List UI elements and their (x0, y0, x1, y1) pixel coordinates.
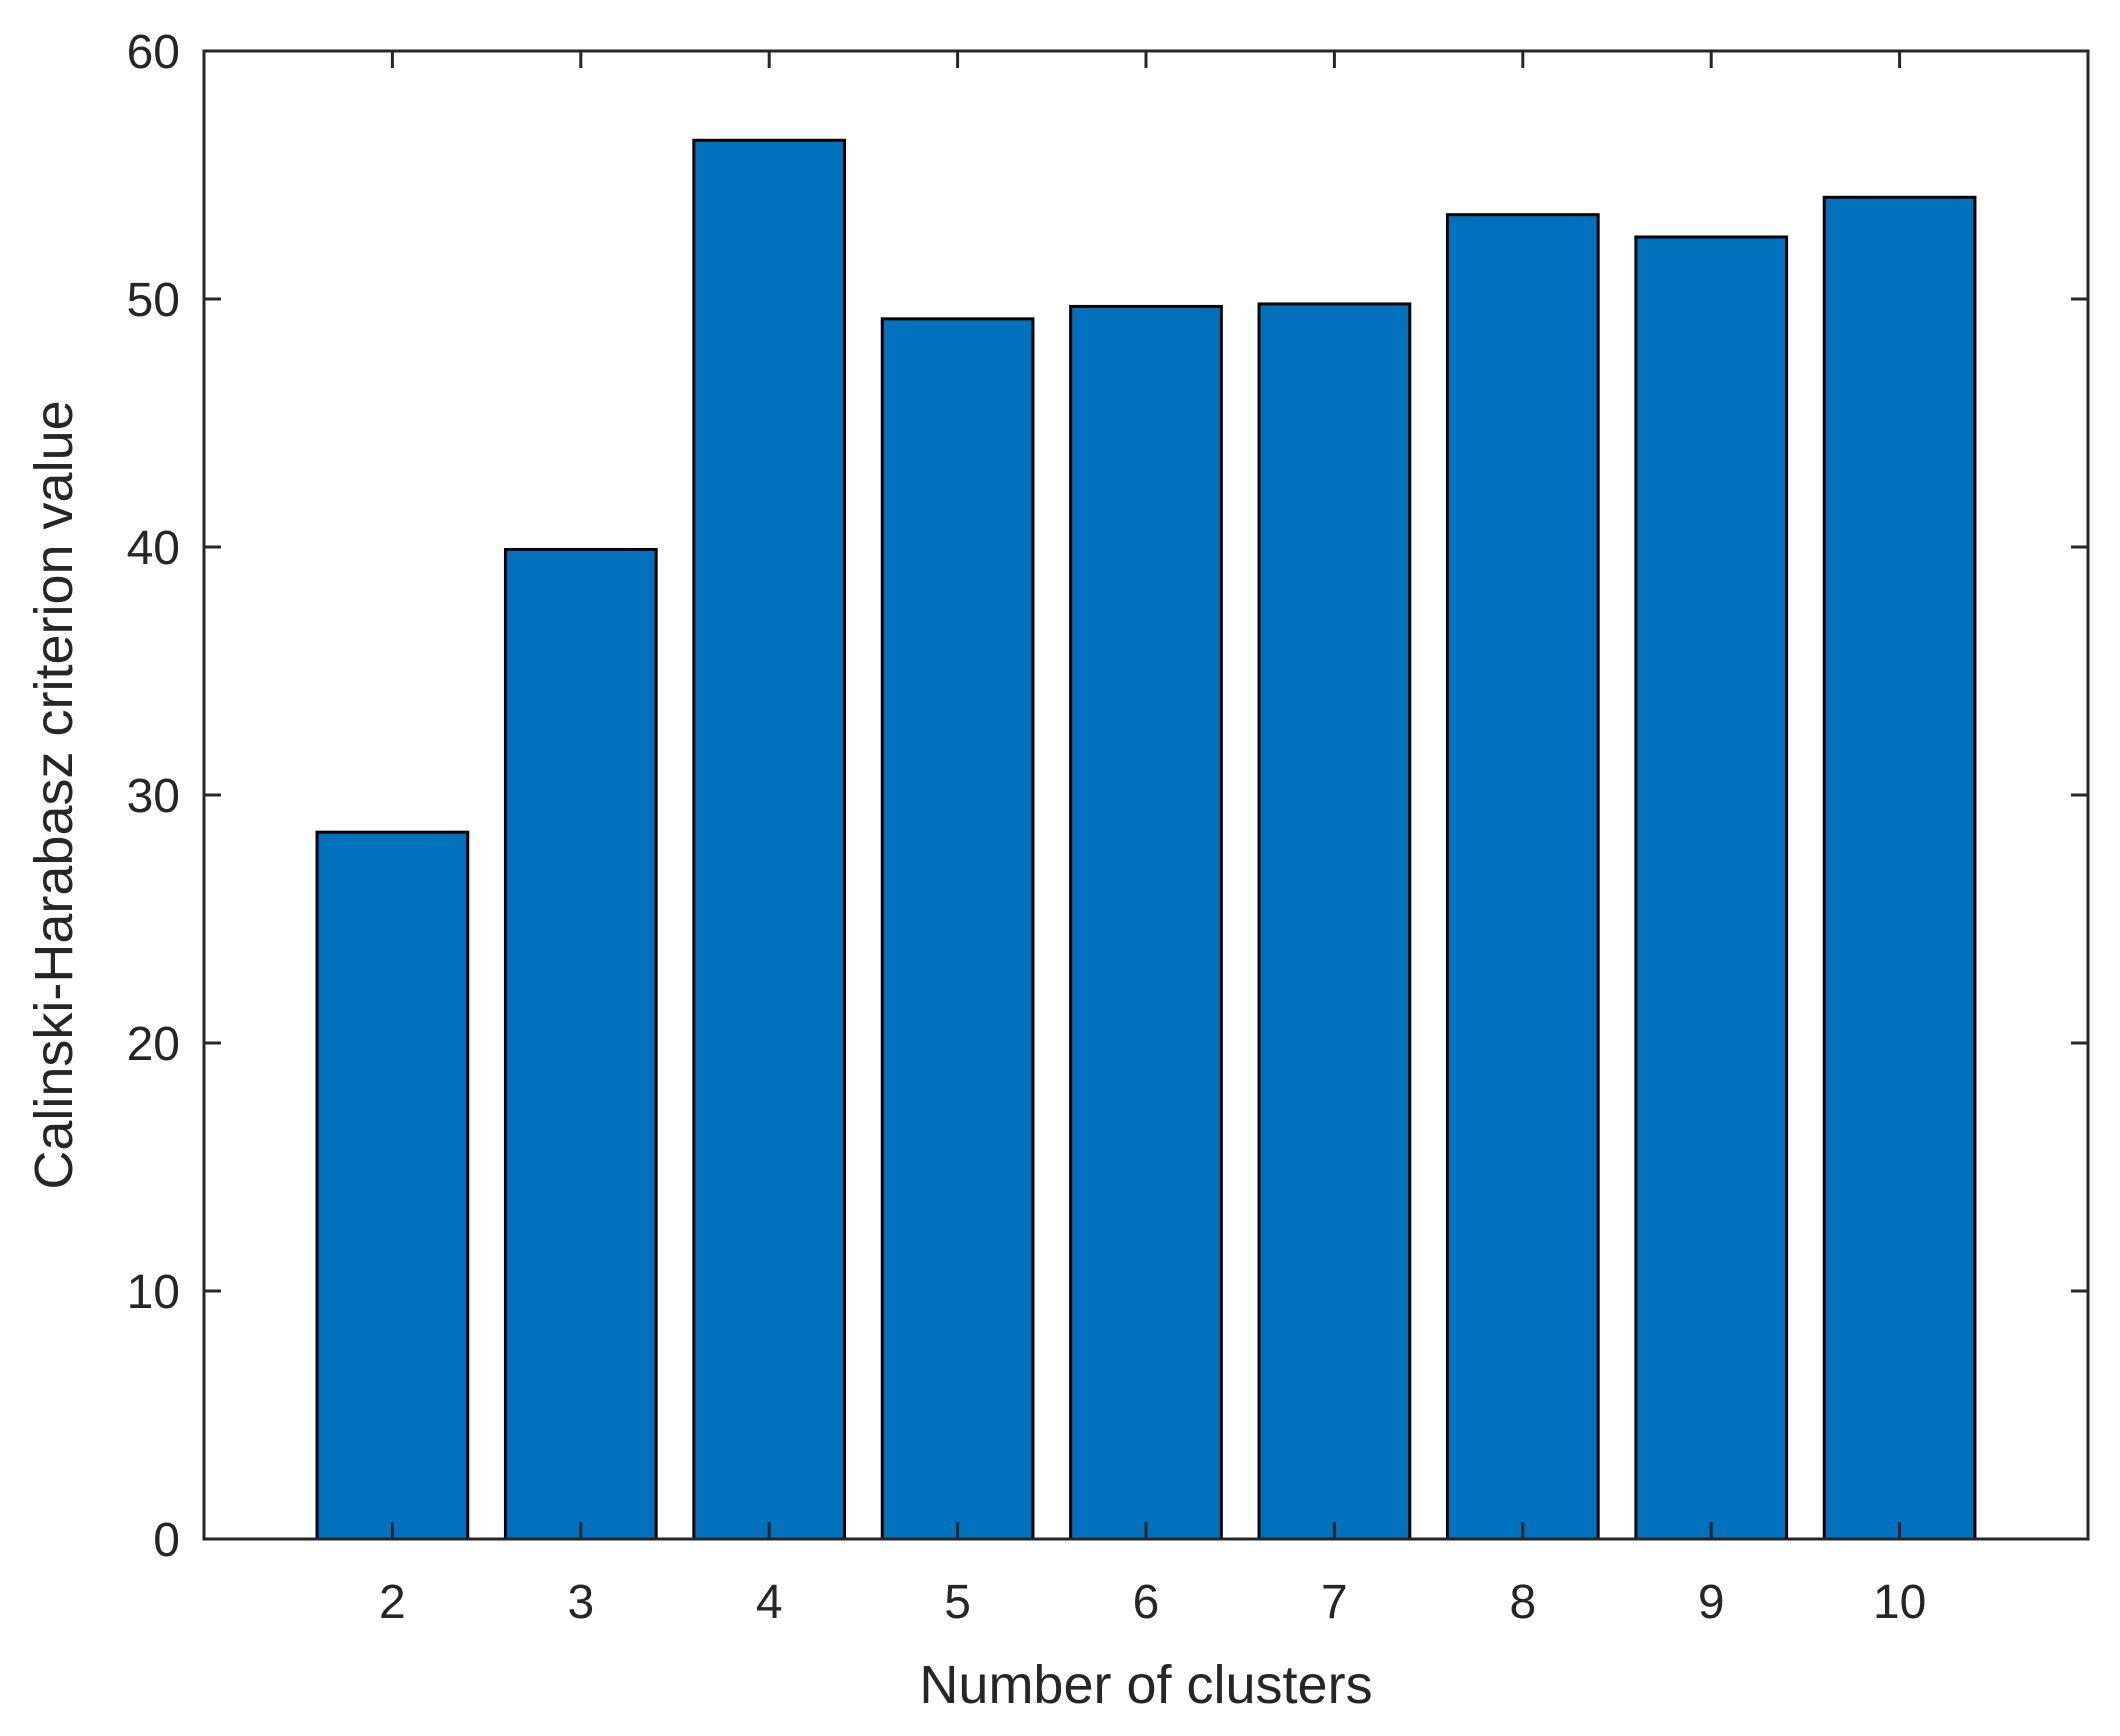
y-tick-labels: 0 10 20 30 40 50 60 (127, 26, 180, 1567)
x-tick-label-2: 2 (379, 1576, 406, 1629)
y-axis-label: Calinski-Harabasz criterion value (24, 400, 84, 1189)
x-tick-label-9: 9 (1698, 1576, 1725, 1629)
bar-4 (692, 138, 847, 1541)
x-axis-label: Number of clusters (919, 1655, 1372, 1715)
y-tick-label-30: 30 (127, 770, 180, 823)
x-tick-label-5: 5 (944, 1576, 971, 1629)
y-tick-label-20: 20 (127, 1018, 180, 1071)
bar-8 (1445, 213, 1600, 1541)
y-tick-label-0: 0 (153, 1514, 180, 1567)
bar-6 (1069, 304, 1223, 1541)
bar-7 (1257, 302, 1412, 1541)
x-tick-label-10: 10 (1873, 1576, 1926, 1629)
bar-5 (880, 317, 1035, 1541)
y-tick-label-50: 50 (127, 274, 180, 327)
x-tick-labels: 2 3 4 5 6 7 8 9 10 (379, 1576, 1926, 1629)
ticks-layer (204, 49, 2088, 1541)
x-tick-label-3: 3 (567, 1576, 594, 1629)
bar-2 (315, 830, 470, 1541)
bar-9 (1634, 235, 1789, 1541)
y-tick-label-10: 10 (127, 1266, 180, 1319)
axes-box (202, 49, 2090, 1541)
bars-layer (315, 138, 1977, 1541)
x-tick-label-4: 4 (756, 1576, 783, 1629)
y-tick-label-40: 40 (127, 522, 180, 575)
x-tick-label-7: 7 (1321, 1576, 1348, 1629)
x-tick-label-6: 6 (1133, 1576, 1160, 1629)
bar-3 (503, 547, 658, 1541)
y-tick-label-60: 60 (127, 26, 180, 79)
x-tick-label-8: 8 (1509, 1576, 1536, 1629)
bar-10 (1822, 195, 1977, 1541)
